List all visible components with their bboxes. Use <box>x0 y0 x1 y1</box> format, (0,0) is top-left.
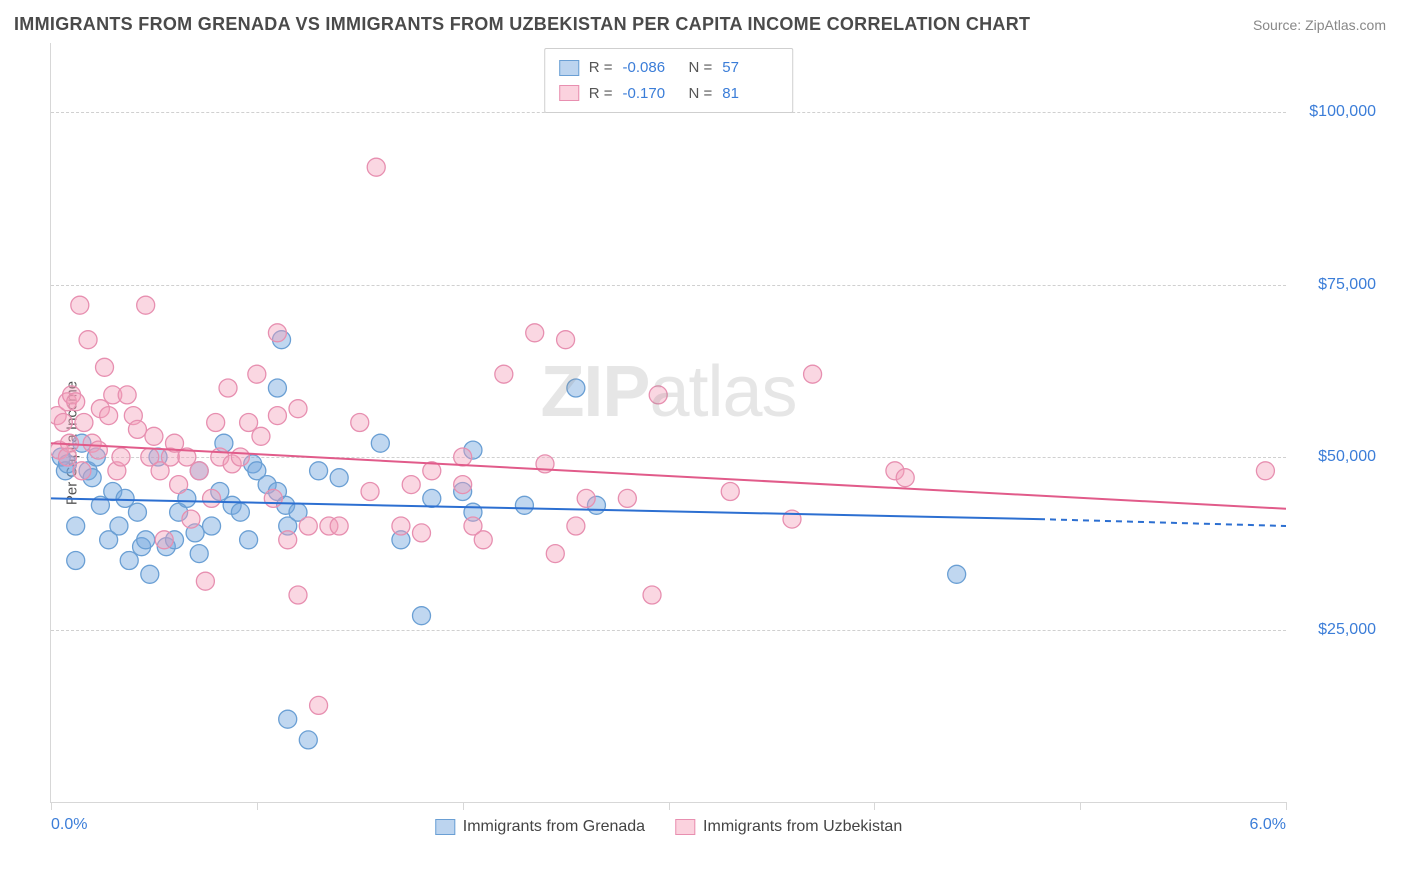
y-tick-label: $75,000 <box>1318 276 1376 294</box>
scatter-svg <box>51 43 1286 802</box>
n-value-grenada: 57 <box>722 55 778 81</box>
x-tick-label: 0.0% <box>51 816 87 834</box>
source-label: Source: ZipAtlas.com <box>1253 17 1386 33</box>
n-label: N = <box>689 81 713 107</box>
stats-box: R = -0.086 N = 57 R = -0.170 N = 81 <box>544 48 794 113</box>
uzbekistan-swatch-icon <box>559 85 579 101</box>
legend: Immigrants from Grenada Immigrants from … <box>435 818 902 836</box>
y-tick-labels: $25,000 $50,000 $75,000 $100,000 <box>1286 43 1386 803</box>
legend-item-grenada: Immigrants from Grenada <box>435 818 645 836</box>
r-label: R = <box>589 55 613 81</box>
uzbekistan-swatch-icon <box>675 819 695 835</box>
plot-area: ZIPatlas R = -0.086 N = 57 R = -0.170 N … <box>50 43 1286 803</box>
r-value-uzbekistan: -0.170 <box>623 81 679 107</box>
chart-container: Per Capita Income ZIPatlas R = -0.086 N … <box>50 43 1386 843</box>
legend-label: Immigrants from Uzbekistan <box>703 818 902 836</box>
legend-item-uzbekistan: Immigrants from Uzbekistan <box>675 818 902 836</box>
legend-label: Immigrants from Grenada <box>463 818 645 836</box>
chart-title: IMMIGRANTS FROM GRENADA VS IMMIGRANTS FR… <box>14 14 1030 35</box>
r-label: R = <box>589 81 613 107</box>
grenada-swatch-icon <box>559 60 579 76</box>
grenada-swatch-icon <box>435 819 455 835</box>
y-tick-label: $25,000 <box>1318 621 1376 639</box>
stats-row-grenada: R = -0.086 N = 57 <box>559 55 779 81</box>
n-label: N = <box>689 55 713 81</box>
y-tick-label: $100,000 <box>1309 103 1376 121</box>
r-value-grenada: -0.086 <box>623 55 679 81</box>
y-tick-label: $50,000 <box>1318 448 1376 466</box>
n-value-uzbekistan: 81 <box>722 81 778 107</box>
x-tick-label: 6.0% <box>1250 816 1286 834</box>
stats-row-uzbekistan: R = -0.170 N = 81 <box>559 81 779 107</box>
